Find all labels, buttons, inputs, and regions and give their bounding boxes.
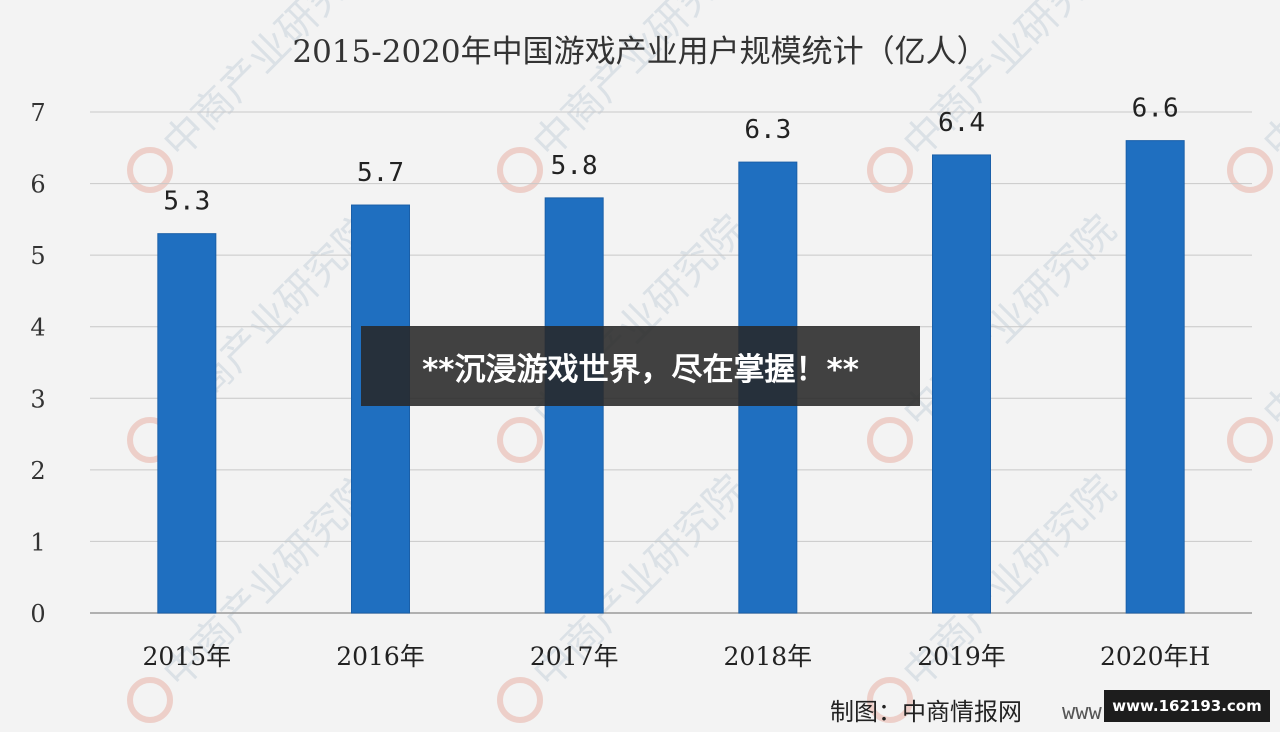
chart-title: 2015-2020年中国游戏产业用户规模统计（亿人）: [292, 34, 987, 70]
data-label: 5.7: [357, 158, 404, 188]
askci-logo-icon: [127, 147, 173, 193]
askci-logo-icon: [867, 677, 913, 723]
watermark-text: 中商产业研究院: [1255, 207, 1280, 438]
askci-logo-icon: [127, 677, 173, 723]
data-label: 6.3: [744, 115, 791, 145]
askci-logo-icon: [867, 147, 913, 193]
watermark-text: 中商产业研究院: [895, 0, 1126, 167]
watermark-text: 中商产业研究院: [895, 207, 1126, 438]
grid: [90, 111, 1252, 614]
x-tick-label: 2017年: [530, 642, 619, 671]
watermark: 中商产业研究院: [1227, 207, 1280, 463]
watermark-text: 中商产业研究院: [525, 0, 756, 167]
data-label: 6.6: [1132, 94, 1179, 124]
data-label: 6.4: [938, 108, 985, 138]
askci-logo-icon: [1227, 417, 1273, 463]
promo-banner-text: **沉浸游戏世界，尽在掌握！**: [422, 351, 859, 388]
x-tick-label: 2019年: [917, 642, 1006, 671]
x-tick-label: 2016年: [336, 642, 425, 671]
askci-logo-icon: [1227, 147, 1273, 193]
bar: [1125, 140, 1185, 614]
watermark: 中商产业研究院: [867, 467, 1125, 723]
bar: [157, 233, 217, 614]
promo-banner: **沉浸游戏世界，尽在掌握！**: [361, 326, 920, 406]
askci-logo-icon: [867, 417, 913, 463]
watermark: 中商产业研究院: [127, 0, 386, 193]
askci-logo-icon: [497, 147, 543, 193]
data-labels: 5.3 5.7 5.8 6.3 6.4 6.6: [163, 94, 1178, 217]
x-tick-label: 2020年H: [1100, 642, 1210, 671]
bar: [351, 204, 410, 614]
watermark: 中商产业研究院: [497, 0, 756, 193]
askci-logo-icon: [497, 417, 543, 463]
y-tick-label: 0: [30, 600, 45, 628]
site-badge-text: www.162193.com: [1112, 697, 1262, 715]
bar: [932, 154, 991, 614]
x-axis: 2015年 2016年 2017年 2018年 2019年 2020年H: [143, 642, 1211, 671]
watermark-text: 中商产业研究院: [155, 0, 386, 167]
watermark: 中商产业研究院: [867, 0, 1126, 193]
data-label: 5.8: [551, 151, 598, 181]
source-credit: 制图：中商情报网: [830, 698, 1022, 726]
y-tick-label: 6: [30, 171, 45, 199]
askci-logo-icon: [497, 677, 543, 723]
y-axis: 0 1 2 3 4 5 6 7: [30, 99, 45, 628]
y-tick-label: 1: [30, 528, 45, 556]
x-tick-label: 2015年: [143, 642, 232, 671]
y-tick-label: 2: [30, 457, 45, 485]
site-badge[interactable]: www.162193.com: [1104, 690, 1270, 722]
data-label: 5.3: [163, 187, 210, 217]
x-tick-label: 2018年: [724, 642, 813, 671]
watermark: 中商产业研究院: [497, 467, 755, 723]
watermark: 中商产业研究院: [1227, 0, 1280, 193]
y-tick-label: 3: [30, 385, 45, 413]
y-tick-label: 7: [30, 99, 45, 127]
y-tick-label: 4: [30, 314, 45, 342]
watermark-text: 中商产业研究院: [1255, 0, 1280, 167]
y-tick-label: 5: [30, 242, 45, 270]
